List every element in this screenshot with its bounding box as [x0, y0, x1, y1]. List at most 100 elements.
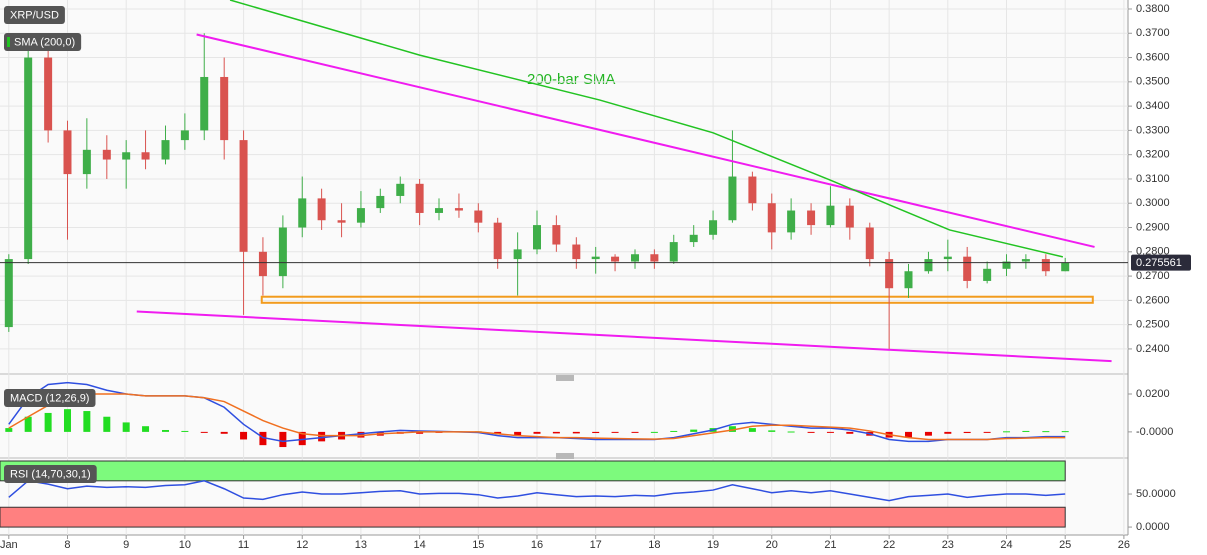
y-tick-label: -0.0000 — [1136, 426, 1173, 438]
histogram-bar — [983, 431, 991, 433]
candle-body — [434, 208, 443, 213]
candle-body — [122, 152, 131, 160]
histogram-bar — [826, 431, 834, 433]
x-tick-label: 23 — [942, 539, 954, 551]
x-tick-label: 20 — [766, 539, 778, 551]
y-tick-label: 0.3100 — [1136, 173, 1170, 185]
candle-body — [943, 256, 952, 260]
candle-body — [102, 149, 111, 160]
x-tick-label: 18 — [648, 539, 660, 551]
histogram-bar — [44, 412, 52, 432]
x-tick-label: 16 — [531, 539, 543, 551]
candle-body — [415, 183, 424, 213]
y-tick-label: 0.2600 — [1136, 294, 1170, 306]
trend-line — [196, 33, 1095, 248]
histogram-bar — [103, 416, 111, 432]
candle-body — [161, 140, 170, 160]
legend-label: XRP/USD — [10, 9, 59, 21]
histogram-bar — [924, 431, 932, 436]
grid-layer — [0, 0, 1128, 535]
rsi-band — [0, 460, 1066, 482]
y-tick-label: 0.0200 — [1136, 388, 1170, 400]
candle-body — [239, 140, 248, 252]
histogram-bar — [318, 431, 326, 442]
candle-body — [591, 256, 600, 260]
candle-body — [513, 249, 522, 260]
candle-body — [533, 225, 542, 250]
candle-body — [845, 205, 854, 228]
candle-body — [631, 254, 640, 262]
histogram-bar — [1061, 431, 1069, 433]
candle-body — [689, 234, 698, 243]
x-tick-label: 15 — [472, 539, 484, 551]
candle-body — [454, 208, 463, 211]
legend-swatch — [7, 37, 10, 47]
candle-body — [141, 152, 150, 160]
histogram-bar — [572, 431, 580, 434]
candle-body — [180, 130, 189, 141]
histogram-bar — [552, 431, 560, 434]
x-tick-label: 12 — [296, 539, 308, 551]
histogram-bar — [1022, 430, 1030, 432]
y-tick-label: 0.3700 — [1136, 27, 1170, 39]
candle-body — [748, 176, 757, 204]
histogram-bar — [807, 431, 815, 433]
candle-body — [669, 242, 678, 262]
x-tick-label: 25 — [1059, 539, 1071, 551]
histogram-bar — [611, 431, 619, 433]
candle-body — [317, 198, 326, 221]
candle-body — [826, 205, 835, 226]
series-line — [229, 0, 1064, 258]
histogram-bar — [650, 431, 658, 433]
candle-body — [787, 210, 796, 233]
histogram-bar — [279, 431, 287, 448]
histogram-bar — [200, 431, 208, 433]
last-price-label: 0.275561 — [1136, 257, 1182, 269]
candle-body — [611, 256, 620, 262]
candle-body — [983, 268, 992, 281]
histogram-bar — [5, 428, 13, 432]
candle-body — [885, 259, 894, 289]
legend-box: XRP/USD — [4, 6, 65, 24]
y-tick-label: 0.2400 — [1136, 343, 1170, 355]
candle-body — [474, 210, 483, 223]
legend-box: SMA (200,0) — [4, 33, 82, 51]
candle-body — [82, 149, 91, 175]
x-tick-label: 19 — [707, 539, 719, 551]
legend-box: MACD (12,26,9) — [4, 389, 96, 407]
candle-body — [337, 220, 346, 223]
x-tick-label: 24 — [1000, 539, 1012, 551]
candle-body — [278, 227, 287, 277]
plot-background — [0, 0, 1128, 535]
candle-body — [650, 254, 659, 262]
rsi-band — [0, 506, 1066, 528]
x-tick-label: 21 — [824, 539, 836, 551]
x-tick-label: 17 — [590, 539, 602, 551]
y-tick-label: 0.3800 — [1136, 3, 1170, 15]
candle-body — [1041, 259, 1050, 272]
histogram-bar — [1042, 431, 1050, 433]
last-price-box — [1131, 254, 1191, 271]
x-tick-label: Jan — [0, 539, 18, 551]
candle-body — [709, 220, 718, 235]
candle-body — [24, 57, 33, 260]
x-tick-label: 26 — [1118, 539, 1130, 551]
candle-body — [1002, 261, 1011, 269]
histogram-bar — [690, 429, 698, 432]
histogram-bar — [768, 430, 776, 432]
y-tick-label: 0.2900 — [1136, 221, 1170, 233]
candle-body — [63, 130, 72, 175]
y-tick-label: 0.3400 — [1136, 100, 1170, 112]
y-tick-label: 0.2700 — [1136, 270, 1170, 282]
candle-body — [904, 271, 913, 289]
x-tick-label: 14 — [414, 539, 426, 551]
candle-body — [258, 251, 267, 277]
histogram-bar — [162, 429, 170, 432]
histogram-bar — [748, 428, 756, 432]
legend-label: RSI (14,70,30,1) — [10, 468, 91, 480]
histogram-bar — [963, 431, 971, 434]
histogram-bar — [63, 409, 71, 432]
histogram-bar — [181, 430, 189, 432]
histogram-bar — [83, 411, 91, 432]
